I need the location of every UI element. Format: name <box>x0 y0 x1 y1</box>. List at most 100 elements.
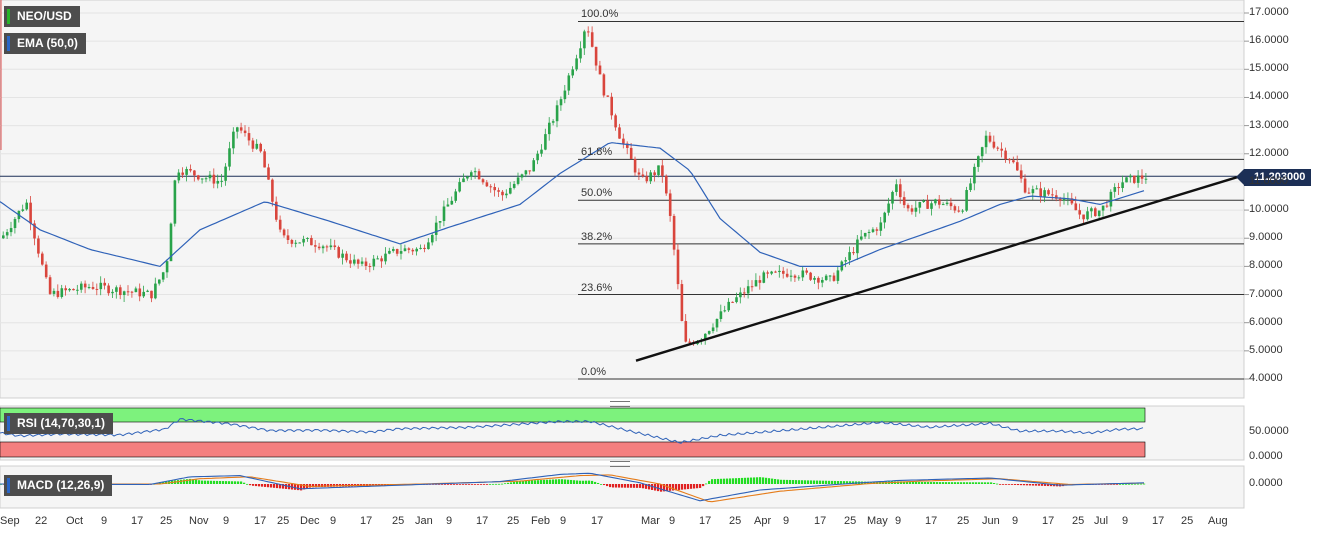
macd-histogram-bar <box>1026 484 1029 486</box>
candle-body <box>735 297 738 303</box>
price-axis-label: 7.0000 <box>1249 287 1283 300</box>
candle-body <box>1000 148 1003 151</box>
macd-histogram-bar <box>822 480 825 484</box>
macd-histogram-bar <box>738 478 741 484</box>
macd-indicator-tag[interactable]: MACD (12,26,9) <box>4 475 113 496</box>
rsi-pane-resize-handle[interactable] <box>610 401 630 407</box>
ema-label: EMA (50,0) <box>17 36 78 50</box>
candle-body <box>883 212 886 223</box>
candle-body <box>247 133 251 141</box>
candle-body <box>567 75 571 91</box>
macd-histogram-bar <box>909 481 912 484</box>
macd-histogram-bar <box>243 482 246 484</box>
candle-body <box>672 215 676 250</box>
candle-body <box>1051 194 1054 196</box>
time-axis-label: 25 <box>160 515 173 527</box>
candle-body <box>1129 175 1132 178</box>
macd-histogram-bar <box>555 479 558 484</box>
macd-histogram-bar <box>1107 484 1110 485</box>
time-axis-label: 22 <box>35 515 48 527</box>
candle-body <box>778 270 781 273</box>
macd-histogram-bar <box>804 480 807 484</box>
macd-histogram-bar <box>837 480 840 484</box>
rsi-indicator-tag[interactable]: RSI (14,70,30,1) <box>4 413 114 434</box>
macd-histogram-bar <box>768 478 771 484</box>
candle-body <box>294 242 298 244</box>
macd-histogram-bar <box>993 483 996 484</box>
macd-histogram-bar <box>1143 483 1146 485</box>
time-axis-label: Jun <box>982 515 1000 527</box>
macd-histogram-bar <box>249 484 252 486</box>
macd-histogram-bar <box>771 478 774 484</box>
macd-histogram-bar <box>543 479 546 484</box>
candle-body <box>707 331 711 334</box>
symbol-tag[interactable]: NEO/USD <box>4 6 80 27</box>
macd-histogram-bar <box>447 484 450 485</box>
candle-body <box>259 143 262 152</box>
macd-pane-resize-handle[interactable] <box>610 461 630 467</box>
candle-body <box>1136 175 1140 183</box>
candle-body <box>263 151 266 168</box>
macd-histogram-bar <box>735 478 738 484</box>
macd-histogram-bar <box>327 484 330 487</box>
trendline[interactable] <box>635 175 1241 362</box>
macd-histogram-bar <box>1047 484 1050 487</box>
candle-body <box>473 171 477 173</box>
candle-body <box>200 178 204 180</box>
candle-body <box>317 246 321 249</box>
price-axis-label: 13.0000 <box>1249 118 1289 131</box>
candle-body <box>1117 187 1120 189</box>
candle-body <box>910 208 914 212</box>
macd-histogram-bar <box>660 484 663 492</box>
macd-histogram-bar <box>444 484 447 485</box>
ema-indicator-tag[interactable]: EMA (50,0) <box>4 33 86 54</box>
time-axis-label: 17 <box>814 515 827 527</box>
candle-body <box>750 286 754 288</box>
macd-histogram-bar <box>1029 484 1032 486</box>
macd-histogram-bar <box>1128 483 1131 485</box>
candle-body <box>415 248 418 252</box>
macd-histogram-bar <box>1140 483 1143 485</box>
macd-histogram-bar <box>1041 484 1044 486</box>
candle-body <box>789 275 793 277</box>
macd-histogram-bar <box>636 484 639 488</box>
candle-body <box>996 147 1000 149</box>
macd-histogram-bar <box>960 482 963 484</box>
macd-histogram-bar <box>639 484 642 488</box>
macd-line <box>0 472 1145 502</box>
macd-histogram-bar <box>183 479 186 484</box>
time-axis-label: 9 <box>1122 515 1129 527</box>
time-axis-label: 17 <box>131 515 144 527</box>
candle-body <box>637 172 641 175</box>
macd-histogram-bar <box>192 479 195 484</box>
candle-body <box>232 131 235 149</box>
macd-histogram-bar <box>324 484 327 487</box>
macd-histogram-bar <box>549 479 552 484</box>
support-trendline <box>635 175 1241 362</box>
candle-body <box>528 170 532 172</box>
macd-histogram-bar <box>696 484 699 489</box>
candle-body <box>310 237 313 246</box>
macd-histogram-bar <box>687 484 690 490</box>
candle-body <box>731 301 734 303</box>
candle-body <box>83 283 87 288</box>
macd-histogram-bar <box>963 482 966 484</box>
candle-body <box>1074 203 1078 211</box>
candle-body <box>1121 182 1124 189</box>
candle-body <box>871 229 875 232</box>
macd-histogram-bar <box>1038 484 1041 486</box>
macd-histogram-bar <box>774 478 777 484</box>
candle-body <box>606 95 610 97</box>
macd-histogram-bar <box>597 482 600 484</box>
fib-level-label: 23.6% <box>581 281 613 294</box>
macd-histogram-bar <box>714 479 717 484</box>
candle-body <box>832 275 836 281</box>
candle-body <box>867 231 871 233</box>
candle-body <box>333 245 337 248</box>
time-axis-label: Aug <box>1208 515 1228 527</box>
time-axis-label: 17 <box>699 515 712 527</box>
rsi-label: RSI (14,70,30,1) <box>17 416 106 430</box>
macd-histogram-bar <box>753 477 756 484</box>
candle-body <box>255 143 259 149</box>
